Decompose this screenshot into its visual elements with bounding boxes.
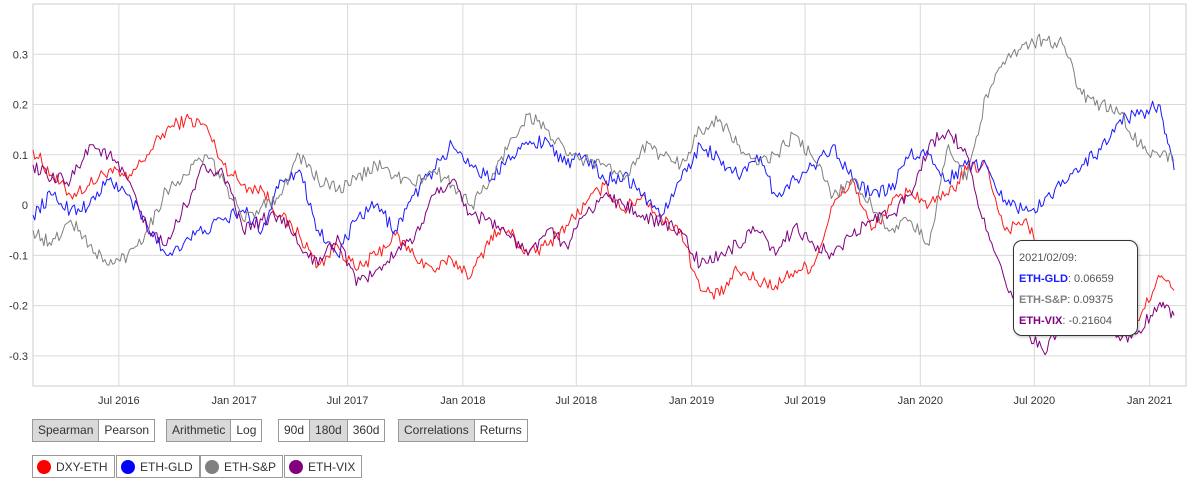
chart-tooltip: 2021/02/09: ETH-GLD: 0.06659 ETH-S&P: 0.…	[1013, 240, 1138, 336]
legend-eth-vix[interactable]: ETH-VIX	[284, 455, 363, 478]
correlation-chart: 0.3 0.2 0.1 0 -0.1 -0.2 -0.3 Jul 2016 Jan 2017 Ju…	[9, 3, 1187, 407]
legend-label: ETH-S&P	[224, 459, 277, 474]
scale-toggle: Arithmetic Log	[166, 419, 263, 442]
window-toggle: 90d 180d 360d	[278, 419, 386, 442]
legend-dot-purple	[289, 459, 303, 474]
x-tick-label: Jul 2016	[98, 395, 140, 407]
chart-svg: 0.3 0.2 0.1 0 -0.1 -0.2 -0.3 Jul 2016 Jan 2017 Ju…	[9, 3, 1187, 407]
tooltip-value: 0.06659	[1074, 273, 1114, 285]
grid	[32, 3, 1187, 387]
series-line-eth-vix[interactable]	[32, 129, 1175, 356]
y-tick-label: -0.3	[9, 351, 28, 363]
legend-label: ETH-VIX	[308, 459, 356, 474]
log-button[interactable]: Log	[231, 420, 262, 441]
legend-label: ETH-GLD	[140, 459, 193, 474]
method-toggle: Spearman Pearson	[32, 419, 156, 442]
window-360d-button[interactable]: 360d	[347, 420, 385, 441]
y-tick-label: 0	[22, 200, 28, 212]
returns-button[interactable]: Returns	[474, 420, 527, 441]
tooltip-date: 2021/02/09:	[1019, 252, 1078, 264]
series-line-dxy-eth[interactable]	[32, 113, 1175, 337]
legend-label: DXY-ETH	[56, 459, 108, 474]
tooltip-row-eth-sp: ETH-S&P: 0.09375	[1019, 294, 1114, 306]
tooltip-series: ETH-GLD	[1019, 273, 1068, 285]
legend-dot-red	[37, 459, 51, 474]
x-tick-label: Jul 2019	[784, 395, 826, 407]
tooltip-value: 0.09375	[1073, 294, 1114, 306]
x-tick-label: Jul 2018	[555, 395, 597, 407]
x-tick-label: Jan 2021	[1127, 395, 1172, 407]
x-tick-label: Jan 2020	[898, 395, 943, 407]
arithmetic-button[interactable]: Arithmetic	[167, 420, 232, 441]
legend-dot-gray	[205, 459, 219, 474]
y-tick-label: 0.2	[13, 100, 28, 112]
window-180d-button[interactable]: 180d	[310, 420, 348, 441]
tooltip-row-eth-gld: ETH-GLD: 0.06659	[1019, 273, 1114, 285]
series-line-eth-gld[interactable]	[32, 100, 1175, 259]
x-tick-label: Jan 2017	[212, 395, 257, 407]
pearson-button[interactable]: Pearson	[99, 420, 155, 441]
tick-labels: 0.3 0.2 0.1 0 -0.1 -0.2 -0.3 Jul 2016 Jan 2017 Ju…	[9, 49, 1172, 407]
x-tick-label: Jan 2019	[669, 395, 714, 407]
series-line-eth-s-p[interactable]	[32, 33, 1175, 266]
legend-dot-blue	[121, 459, 135, 474]
correlations-button[interactable]: Correlations	[399, 420, 475, 441]
x-tick-label: Jan 2018	[440, 395, 485, 407]
tooltip-row-eth-vix: ETH-VIX: -0.21604	[1019, 315, 1112, 327]
window-90d-button[interactable]: 90d	[279, 420, 311, 441]
y-tick-label: -0.2	[9, 301, 28, 313]
series-layer	[32, 33, 1175, 356]
y-tick-label: -0.1	[9, 250, 28, 262]
x-tick-label: Jul 2020	[1014, 395, 1056, 407]
spearman-button[interactable]: Spearman	[33, 420, 100, 441]
plot-frame	[32, 3, 1187, 387]
legend-eth-sp[interactable]: ETH-S&P	[200, 455, 284, 478]
y-tick-label: 0.3	[13, 49, 28, 61]
x-tick-label: Jul 2017	[327, 395, 369, 407]
y-tick-label: 0.1	[13, 150, 28, 162]
view-toggle: Correlations Returns	[398, 419, 528, 442]
tooltip-series: ETH-VIX	[1019, 315, 1063, 327]
legend-dxy-eth[interactable]: DXY-ETH	[32, 455, 115, 478]
tooltip-series: ETH-S&P	[1019, 294, 1068, 306]
legend-eth-gld[interactable]: ETH-GLD	[116, 455, 200, 478]
tooltip-value: -0.21604	[1068, 315, 1112, 327]
